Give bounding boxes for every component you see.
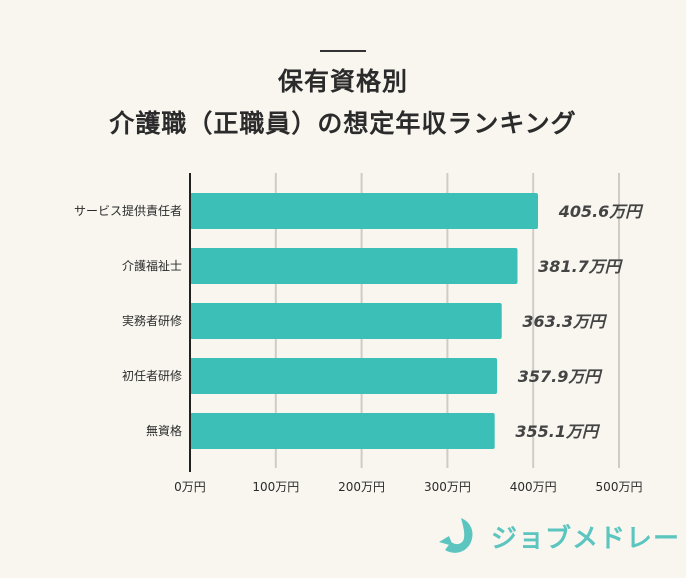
data-label: 363.3万円 (522, 312, 608, 331)
data-label: 355.1万円 (515, 422, 601, 441)
chart-title-line-2: 介護職（正職員）の想定年収ランキング (109, 109, 577, 138)
chart-title-line-1: 保有資格別 (277, 67, 408, 96)
bar (190, 303, 502, 339)
bar (190, 193, 539, 229)
data-label: 357.9万円 (518, 367, 604, 386)
title-rule (320, 50, 366, 52)
x-tick-label: 500万円 (596, 480, 643, 494)
category-label: 無資格 (146, 423, 182, 438)
brand-name: ジョブメドレー (491, 523, 681, 554)
brand-logo: ジョブメドレー (437, 516, 680, 556)
bar (190, 248, 518, 284)
x-tick-label: 200万円 (338, 480, 385, 494)
bar (190, 358, 498, 394)
x-tick-label: 300万円 (424, 480, 471, 494)
x-tick-label: 0万円 (174, 480, 206, 494)
data-label: 381.7万円 (538, 257, 624, 276)
bar (190, 413, 495, 449)
category-label: 初任者研修 (122, 368, 182, 383)
x-tick-label: 100万円 (252, 480, 299, 494)
jobmedley-logo-icon (439, 518, 473, 553)
x-tick-label: 400万円 (510, 480, 557, 494)
category-label: 実務者研修 (122, 313, 182, 328)
category-label: サービス提供責任者 (74, 203, 182, 218)
data-label: 405.6万円 (558, 202, 645, 221)
category-label: 介護福祉士 (122, 258, 182, 273)
